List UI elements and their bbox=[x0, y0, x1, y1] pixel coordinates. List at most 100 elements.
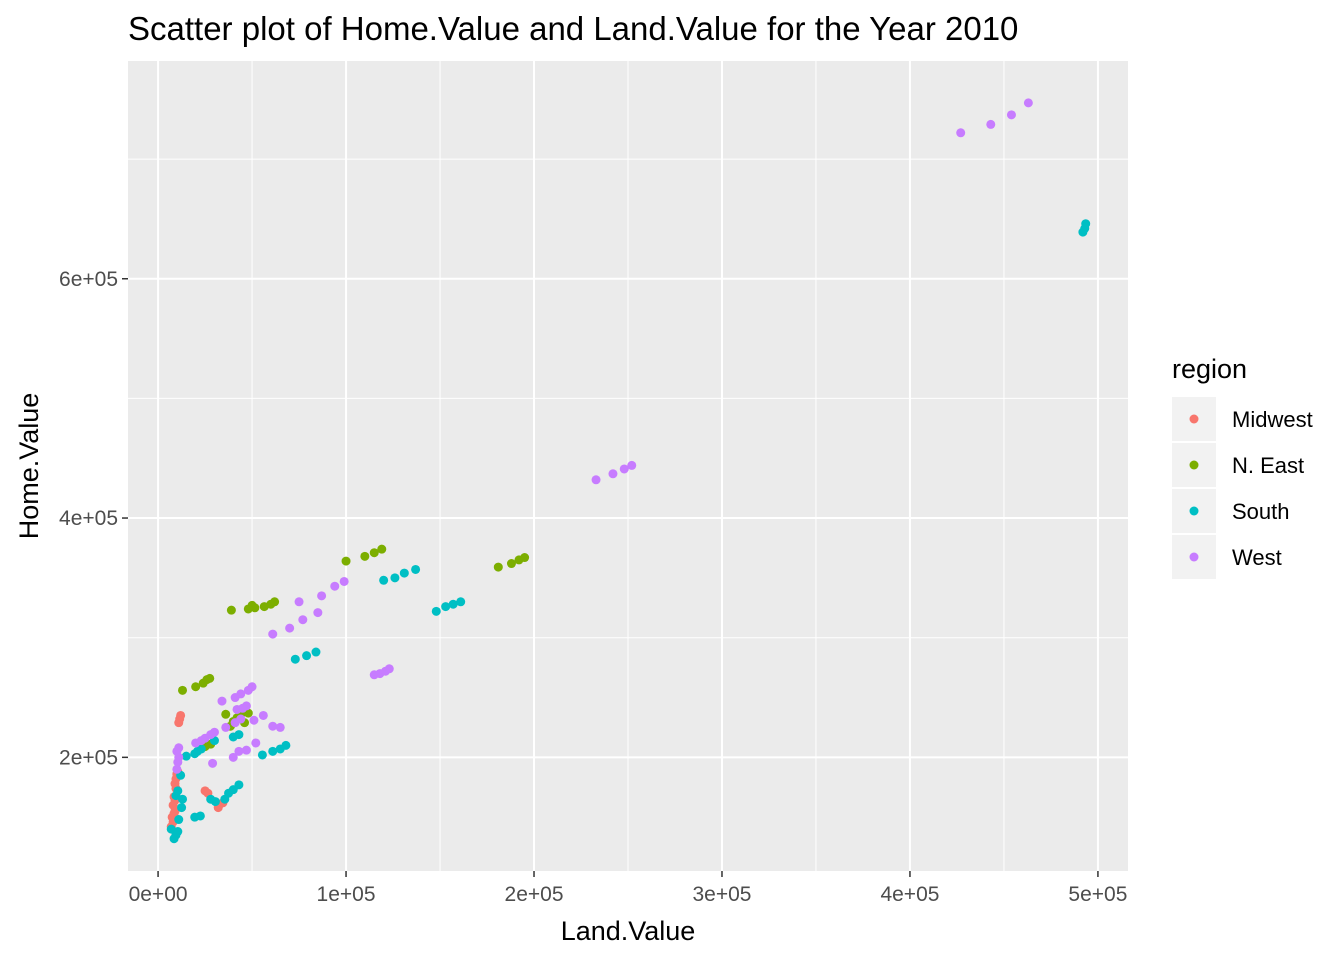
data-point bbox=[205, 673, 215, 683]
data-point bbox=[986, 119, 996, 129]
data-point bbox=[208, 758, 218, 768]
data-point bbox=[608, 469, 618, 479]
data-point bbox=[178, 685, 188, 695]
data-point bbox=[411, 564, 421, 574]
legend-marker bbox=[1189, 506, 1199, 516]
legend-marker bbox=[1189, 414, 1199, 424]
data-point bbox=[236, 689, 246, 699]
data-point bbox=[384, 664, 394, 674]
data-point bbox=[172, 764, 182, 774]
data-point bbox=[210, 797, 220, 807]
data-point bbox=[221, 709, 231, 719]
data-point bbox=[956, 128, 966, 138]
legend-marker bbox=[1189, 552, 1199, 562]
data-point bbox=[448, 599, 458, 609]
data-point bbox=[520, 553, 530, 563]
data-point bbox=[234, 780, 244, 790]
data-point bbox=[294, 597, 304, 607]
data-point bbox=[311, 647, 321, 657]
data-point bbox=[241, 745, 251, 755]
data-point bbox=[1006, 110, 1016, 120]
data-point bbox=[591, 475, 601, 485]
y-tick-label: 2e+05 bbox=[59, 746, 118, 769]
data-point bbox=[456, 597, 466, 607]
series-west bbox=[172, 98, 1033, 774]
data-point bbox=[369, 548, 379, 558]
data-point bbox=[290, 654, 300, 664]
data-point bbox=[619, 464, 629, 474]
data-point bbox=[627, 460, 637, 470]
data-point bbox=[209, 727, 219, 737]
data-point bbox=[377, 544, 387, 554]
legend-label: West bbox=[1232, 545, 1282, 570]
data-point bbox=[174, 815, 184, 825]
legend-item: West bbox=[1172, 535, 1282, 579]
data-point bbox=[236, 714, 246, 724]
data-point bbox=[191, 682, 201, 692]
data-point bbox=[251, 738, 261, 748]
x-tick-label: 1e+05 bbox=[317, 883, 376, 906]
data-point bbox=[317, 591, 327, 601]
data-point bbox=[234, 746, 244, 756]
data-point bbox=[221, 722, 231, 732]
data-point bbox=[258, 710, 268, 720]
y-tick-label: 6e+05 bbox=[59, 268, 118, 291]
y-axis-title: Home.Value bbox=[14, 393, 44, 540]
data-point bbox=[173, 786, 183, 796]
data-point bbox=[174, 743, 184, 753]
data-point bbox=[250, 603, 260, 613]
data-point bbox=[249, 715, 259, 725]
legend-marker bbox=[1189, 460, 1199, 470]
legend-item: N. East bbox=[1172, 443, 1304, 487]
data-point bbox=[270, 597, 280, 607]
data-point bbox=[257, 750, 267, 760]
legend-item: South bbox=[1172, 489, 1290, 533]
data-point bbox=[399, 568, 409, 578]
x-tick-label: 0e+00 bbox=[129, 883, 188, 906]
legend-item: Midwest bbox=[1172, 397, 1313, 441]
data-point bbox=[178, 794, 188, 804]
data-point bbox=[226, 605, 236, 615]
data-point bbox=[298, 615, 308, 625]
data-point bbox=[241, 701, 251, 711]
y-tick-label: 4e+05 bbox=[59, 507, 118, 530]
data-point bbox=[268, 721, 278, 731]
data-point bbox=[181, 751, 191, 761]
legend: region Midwest N. East South West bbox=[1172, 354, 1313, 579]
data-point bbox=[341, 556, 351, 566]
x-tick-label: 2e+05 bbox=[505, 883, 564, 906]
data-point bbox=[313, 608, 323, 618]
data-point bbox=[330, 581, 340, 591]
legend-label: Midwest bbox=[1232, 407, 1313, 432]
data-point bbox=[268, 746, 278, 756]
data-point bbox=[177, 803, 187, 813]
data-point bbox=[379, 575, 389, 585]
data-point bbox=[339, 576, 349, 586]
data-point bbox=[390, 573, 400, 583]
data-point bbox=[285, 623, 295, 633]
data-point bbox=[196, 744, 206, 754]
data-point bbox=[195, 811, 205, 821]
data-point bbox=[360, 551, 370, 561]
data-point bbox=[217, 696, 227, 706]
data-point bbox=[173, 827, 183, 837]
y-axis: 2e+05 4e+05 6e+05 bbox=[59, 268, 128, 769]
data-point bbox=[1081, 219, 1091, 229]
data-point bbox=[228, 752, 238, 762]
data-point bbox=[441, 602, 451, 612]
data-point bbox=[302, 651, 312, 661]
major-grid bbox=[128, 61, 1128, 871]
data-point bbox=[275, 722, 285, 732]
legend-label: N. East bbox=[1232, 453, 1304, 478]
x-tick-label: 4e+05 bbox=[880, 883, 939, 906]
data-point bbox=[176, 710, 186, 720]
data-point bbox=[268, 629, 278, 639]
data-points bbox=[166, 98, 1091, 844]
legend-title: region bbox=[1172, 354, 1247, 384]
x-axis-title: Land.Value bbox=[561, 916, 696, 946]
data-point bbox=[431, 606, 441, 616]
series-n-east bbox=[178, 544, 530, 752]
legend-label: South bbox=[1232, 499, 1290, 524]
data-point bbox=[493, 562, 503, 572]
